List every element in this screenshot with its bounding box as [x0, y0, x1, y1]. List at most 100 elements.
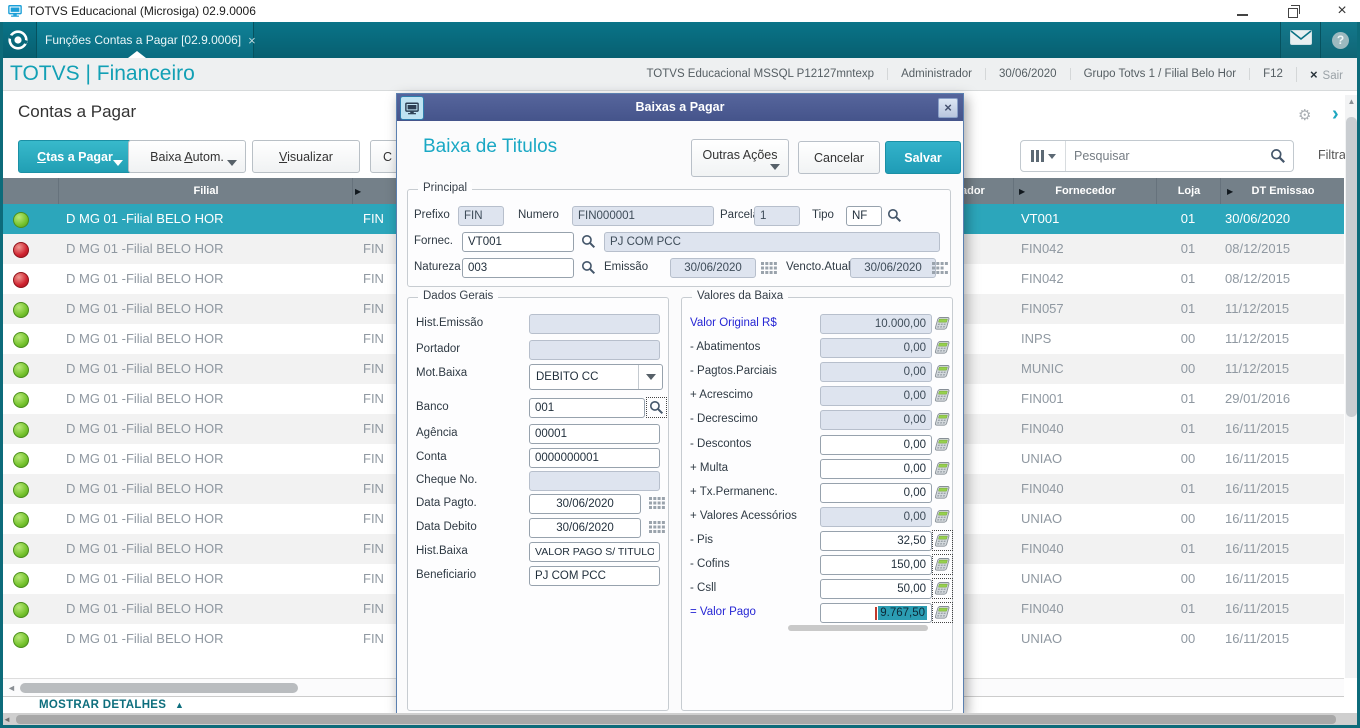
cell-fornecedor: UNIAO	[1021, 451, 1063, 466]
calendar-icon[interactable]	[648, 519, 665, 536]
natureza-field[interactable]	[462, 258, 574, 278]
column-portador-partial[interactable]: ador	[958, 178, 1013, 204]
mot-baixa-select[interactable]: DEBITO CC	[529, 364, 663, 390]
dialog-close-button[interactable]: ×	[938, 98, 958, 118]
search-icon[interactable]	[580, 233, 597, 250]
calculator-icon[interactable]	[934, 460, 951, 477]
window-scrollbar-thumb[interactable]	[16, 715, 1336, 724]
decrescimo-field[interactable]	[820, 410, 932, 430]
calculator-icon[interactable]	[934, 508, 951, 525]
exit-button[interactable]: × Sair	[1295, 66, 1356, 82]
calculator-icon[interactable]	[934, 363, 951, 380]
scroll-left-icon[interactable]: ◄	[3, 715, 11, 724]
cheque-no-field[interactable]	[529, 471, 660, 491]
cofins-field[interactable]	[820, 555, 932, 575]
help-button[interactable]: ?	[1320, 22, 1360, 58]
vertical-scrollbar-thumb[interactable]	[1346, 117, 1357, 417]
filter-link[interactable]: Filtrar	[1318, 148, 1350, 162]
calendar-icon[interactable]	[931, 260, 948, 277]
descontos-field[interactable]	[820, 435, 932, 455]
column-filial[interactable]: Filial	[58, 178, 353, 204]
beneficiario-field[interactable]	[529, 566, 660, 586]
outras-acoes-button[interactable]: Outras Ações	[691, 139, 789, 177]
calculator-icon[interactable]	[934, 339, 951, 356]
mail-button[interactable]	[1280, 22, 1320, 58]
calculator-icon[interactable]	[934, 484, 951, 501]
tab-close-icon[interactable]: ×	[248, 32, 256, 48]
tx-permanenc-field[interactable]	[820, 483, 932, 503]
search-icon[interactable]	[886, 207, 903, 224]
valor-pago-field[interactable]: 9.767,50	[820, 603, 932, 623]
pis-field[interactable]	[820, 531, 932, 551]
abatimentos-field[interactable]	[820, 338, 932, 358]
close-button[interactable]: ×	[1337, 2, 1347, 19]
fornec-desc-field[interactable]	[604, 232, 940, 252]
grid-scrollbar-thumb[interactable]	[20, 683, 298, 693]
search-icon[interactable]	[1263, 148, 1293, 164]
f12-button[interactable]: F12	[1249, 68, 1296, 80]
acrescimo-field[interactable]	[820, 386, 932, 406]
ctas-a-pagar-button[interactable]: Ctas a Pagar	[18, 140, 132, 173]
column-filter-dropdown[interactable]	[1021, 141, 1066, 171]
data-debito-field[interactable]	[529, 518, 641, 538]
calculator-icon[interactable]	[932, 554, 953, 575]
vertical-scrollbar[interactable]: ▲	[1345, 95, 1358, 678]
column-hidden[interactable]	[352, 178, 959, 204]
search-icon[interactable]	[580, 259, 597, 276]
calendar-icon[interactable]	[648, 495, 665, 512]
calculator-icon[interactable]	[934, 411, 951, 428]
dialog-heading: Baixa de Titulos	[423, 136, 558, 157]
cell-loja: 01	[1180, 481, 1196, 496]
pagtos-parciais-field[interactable]	[820, 362, 932, 382]
hist-emiss-o-field[interactable]	[529, 314, 660, 334]
tipo-field[interactable]	[846, 206, 882, 226]
prefixo-field[interactable]	[458, 206, 504, 226]
field-label: Cheque No.	[416, 474, 478, 486]
scroll-left-icon[interactable]: ◄	[7, 683, 16, 693]
valor-label: - Csll	[690, 582, 717, 594]
numero-field[interactable]	[572, 206, 714, 226]
portador-field[interactable]	[529, 340, 660, 360]
calendar-icon[interactable]	[760, 260, 777, 277]
minimize-button[interactable]	[1233, 2, 1251, 20]
column-status[interactable]	[3, 178, 58, 204]
cancelar-button[interactable]: Cancelar	[798, 141, 880, 174]
calculator-icon[interactable]	[932, 602, 953, 623]
fornec-field[interactable]	[462, 232, 574, 252]
calculator-icon[interactable]	[934, 315, 951, 332]
calculator-icon[interactable]	[934, 387, 951, 404]
gear-icon[interactable]: ⚙	[1298, 107, 1312, 124]
ag-ncia-field[interactable]	[529, 424, 660, 444]
data-pagto-field[interactable]	[529, 494, 641, 514]
emissao-field[interactable]	[670, 258, 756, 278]
baixa-autom-button[interactable]: Baixa Autom.	[128, 140, 246, 173]
hist-baixa-field[interactable]	[529, 542, 660, 562]
window-horizontal-scrollbar[interactable]: ◄	[0, 713, 1360, 726]
search-icon[interactable]	[646, 397, 667, 418]
scroll-up-icon[interactable]: ▲	[1347, 97, 1356, 106]
status-green-icon	[13, 332, 29, 348]
multa-field[interactable]	[820, 459, 932, 479]
calculator-icon[interactable]	[932, 530, 953, 551]
restore-button[interactable]	[1283, 2, 1301, 20]
calculator-icon[interactable]	[934, 436, 951, 453]
visualizar-button[interactable]: Visualizar	[252, 140, 360, 173]
banco-field[interactable]	[529, 398, 645, 418]
chevron-right-icon[interactable]: ›	[1332, 103, 1339, 125]
search-input[interactable]	[1066, 149, 1263, 163]
parcela-field[interactable]	[754, 206, 800, 226]
column-loja[interactable]: Loja	[1156, 178, 1221, 204]
totvs-logo-icon[interactable]	[0, 22, 37, 58]
calculator-icon[interactable]	[932, 578, 953, 599]
salvar-button[interactable]: Salvar	[885, 141, 961, 174]
column-fornecedor[interactable]: Fornecedor	[1013, 178, 1157, 204]
column-dt-emissao[interactable]: DT Emissao	[1220, 178, 1345, 204]
valor-original-r-field[interactable]	[820, 314, 932, 334]
valores-acess-rios-field[interactable]	[820, 507, 932, 527]
cell-fornecedor: FIN057	[1021, 301, 1064, 316]
cell-fornecedor: FIN040	[1021, 481, 1064, 496]
csll-field[interactable]	[820, 579, 932, 599]
vencto-atual-field[interactable]	[850, 258, 936, 278]
conta-field[interactable]	[529, 448, 660, 468]
valores-scrollbar-thumb[interactable]	[788, 625, 928, 631]
